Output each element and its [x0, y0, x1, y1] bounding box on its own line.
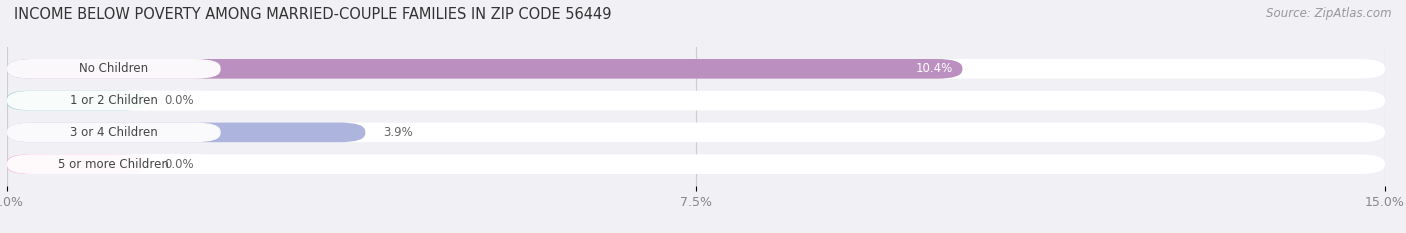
Text: 0.0%: 0.0%	[165, 94, 194, 107]
FancyBboxPatch shape	[7, 123, 1385, 142]
Text: Source: ZipAtlas.com: Source: ZipAtlas.com	[1267, 7, 1392, 20]
FancyBboxPatch shape	[7, 59, 1385, 79]
Text: No Children: No Children	[79, 62, 149, 75]
Text: 0.0%: 0.0%	[165, 158, 194, 171]
FancyBboxPatch shape	[7, 123, 221, 142]
Text: 3 or 4 Children: 3 or 4 Children	[70, 126, 157, 139]
FancyBboxPatch shape	[7, 59, 221, 79]
FancyBboxPatch shape	[7, 154, 146, 174]
FancyBboxPatch shape	[7, 154, 1385, 174]
FancyBboxPatch shape	[7, 91, 221, 110]
Text: 1 or 2 Children: 1 or 2 Children	[70, 94, 157, 107]
FancyBboxPatch shape	[7, 154, 221, 174]
Text: 10.4%: 10.4%	[915, 62, 953, 75]
FancyBboxPatch shape	[7, 91, 146, 110]
FancyBboxPatch shape	[7, 91, 1385, 110]
FancyBboxPatch shape	[7, 123, 366, 142]
Text: INCOME BELOW POVERTY AMONG MARRIED-COUPLE FAMILIES IN ZIP CODE 56449: INCOME BELOW POVERTY AMONG MARRIED-COUPL…	[14, 7, 612, 22]
Text: 5 or more Children: 5 or more Children	[59, 158, 169, 171]
FancyBboxPatch shape	[7, 59, 962, 79]
Text: 3.9%: 3.9%	[384, 126, 413, 139]
